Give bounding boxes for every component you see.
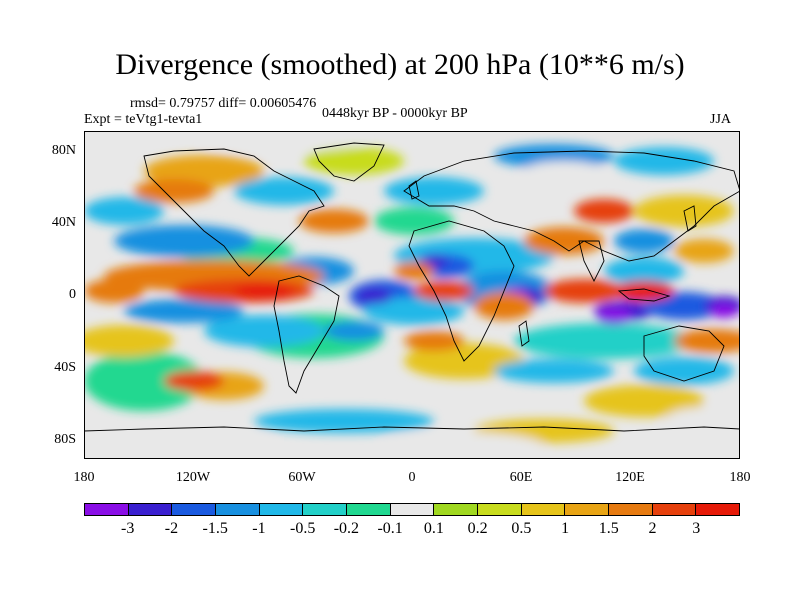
- field-blobs: [84, 131, 740, 459]
- lon-label-60w: 60W: [288, 470, 316, 485]
- world-map-coastlines-icon: [84, 142, 740, 432]
- colorbar-segment: [609, 504, 653, 515]
- colorbar-segment: [172, 504, 217, 515]
- colorbar-segment: [521, 504, 566, 515]
- colorbar-segment: [303, 504, 348, 515]
- colorbar-segment: [128, 504, 173, 515]
- plot-title: Divergence (smoothed) at 200 hPa (10**6 …: [115, 48, 685, 81]
- colorbar-tick-label: -1: [252, 520, 266, 537]
- lon-label-0: 0: [408, 470, 416, 485]
- colorbar: [84, 503, 740, 516]
- colorbar-tick-label: 0.5: [511, 520, 532, 537]
- lat-label-80s: 80S: [54, 432, 76, 447]
- lat-label-0: 0: [69, 287, 76, 302]
- experiment-label: Expt = teVtg1-tevta1: [84, 112, 203, 127]
- lon-label-120w: 120W: [175, 470, 211, 485]
- colorbar-segment: [259, 504, 304, 515]
- colorbar-tick-label: 1: [561, 520, 570, 537]
- colorbar-segment: [652, 504, 697, 515]
- colorbar-tick-label: -0.1: [377, 520, 403, 537]
- lat-label-40n: 40N: [51, 215, 76, 230]
- season-label: JJA: [710, 112, 732, 127]
- lon-label-120e: 120E: [615, 470, 645, 485]
- colorbar-tick-label: 0.2: [467, 520, 488, 537]
- colorbar-tick-label: -3: [121, 520, 135, 537]
- colorbar-segment: [347, 504, 391, 515]
- lon-label-60e: 60E: [509, 470, 533, 485]
- lon-label-180w: 180: [73, 470, 95, 485]
- colorbar-segment: [85, 504, 129, 515]
- period-label: 0448kyr BP - 0000kyr BP: [322, 106, 468, 121]
- field-layer: [84, 131, 740, 459]
- colorbar-tick-label: 1.5: [598, 520, 619, 537]
- colorbar-tick-label: -0.5: [289, 520, 316, 537]
- colorbar-segment: [565, 504, 610, 515]
- colorbar-segment: [478, 504, 522, 515]
- colorbar-tick-label: -1.5: [202, 520, 228, 537]
- colorbar-tick-label: -2: [164, 520, 179, 537]
- colorbar-segment: [390, 504, 435, 515]
- lon-label-180e: 180: [729, 470, 751, 485]
- lat-label-40s: 40S: [54, 360, 76, 375]
- colorbar-segment: [216, 504, 260, 515]
- colorbar-tick-label: 3: [692, 520, 701, 537]
- colorbar-segment: [434, 504, 479, 515]
- colorbar-tick-label: 2: [648, 520, 657, 537]
- rmsd-stats: rmsd= 0.79757 diff= 0.00605476: [130, 96, 317, 111]
- lat-label-80n: 80N: [51, 143, 76, 158]
- colorbar-segment: [696, 504, 740, 515]
- colorbar-tick-label: -0.2: [333, 520, 360, 537]
- colorbar-tick-label: 0.1: [423, 520, 444, 537]
- divergence-map: [84, 131, 740, 459]
